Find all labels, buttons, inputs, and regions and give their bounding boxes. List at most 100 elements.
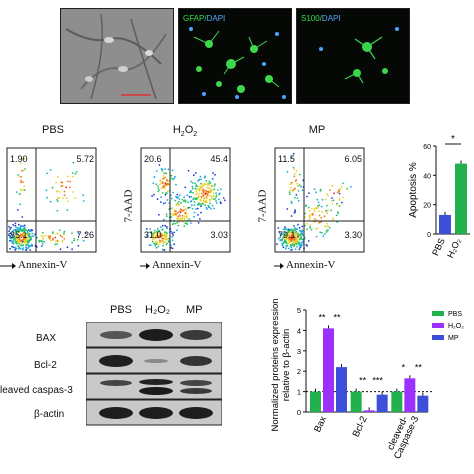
flow-event-dot — [54, 236, 57, 239]
flow-event-dot — [20, 247, 22, 250]
flow-event-dot — [58, 196, 61, 199]
flow-event-dot — [164, 183, 167, 186]
flow-event-dot — [63, 238, 66, 240]
flow-event-dot — [56, 190, 59, 192]
protein-bar — [376, 394, 388, 412]
flow-event-dot — [59, 234, 62, 237]
flow-event-dot — [25, 239, 28, 242]
flow-event-dot — [163, 185, 166, 188]
flow-event-dot — [12, 230, 14, 233]
flow-event-dot — [20, 189, 23, 191]
flow-event-dot — [350, 185, 352, 188]
flow-event-dot — [306, 223, 309, 225]
flow-event-dot — [71, 232, 73, 235]
flow-event-dot — [193, 215, 195, 218]
flow-event-dot — [63, 190, 66, 193]
flow-event-dot — [15, 226, 18, 229]
flow-event-dot — [158, 164, 161, 166]
flow-event-dot — [71, 175, 74, 178]
quad-lr: 3.03 — [210, 230, 228, 240]
flow-event-dot — [156, 198, 159, 201]
flow-event-dot — [317, 201, 320, 204]
flow-event-dot — [145, 228, 148, 230]
flow-event-dot — [160, 241, 162, 243]
flow-event-dot — [55, 240, 57, 243]
flow-event-dot — [152, 182, 155, 185]
flow-event-dot — [65, 186, 68, 189]
flow-event-dot — [329, 189, 331, 192]
flow-event-dot — [175, 204, 178, 206]
flow-event-dot — [157, 245, 160, 248]
flow-event-dot — [22, 169, 25, 172]
flow-event-dot — [192, 197, 195, 199]
flow-event-dot — [9, 235, 11, 238]
flow-event-dot — [342, 182, 344, 185]
flow-event-dot — [176, 193, 179, 196]
flow-event-dot — [289, 229, 292, 232]
flow-event-dot — [297, 233, 300, 236]
flow-event-dot — [333, 192, 335, 195]
flow-event-dot — [293, 225, 295, 227]
flow-event-dot — [203, 197, 206, 200]
flow-event-dot — [151, 234, 153, 237]
flow-event-dot — [23, 157, 25, 160]
flow-event-dot — [312, 212, 314, 215]
flow-event-dot — [300, 232, 302, 235]
flow-event-dot — [318, 204, 321, 207]
flow-event-dot — [71, 172, 74, 174]
flow-event-dot — [65, 197, 68, 200]
flow-event-dot — [194, 193, 197, 196]
flow-event-dot — [296, 197, 299, 199]
flow-event-dot — [148, 244, 151, 246]
protein-bar — [310, 391, 321, 412]
flow-event-dot — [156, 185, 159, 187]
flow-event-dot — [299, 173, 301, 176]
flow-event-dot — [74, 172, 77, 175]
flow-event-dot — [151, 240, 154, 243]
flow-event-dot — [296, 228, 299, 230]
flow-event-dot — [289, 231, 291, 234]
flow-event-dot — [17, 223, 20, 226]
flow-event-dot — [284, 238, 287, 241]
flow-event-dot — [190, 196, 193, 198]
flow-event-dot — [282, 236, 285, 239]
flow-event-dot — [331, 203, 334, 205]
flow-event-dot — [280, 234, 283, 236]
flow-event-dot — [173, 177, 176, 180]
flow-event-dot — [27, 235, 30, 237]
flow-event-dot — [210, 198, 213, 200]
flow-event-dot — [171, 239, 174, 242]
flow-event-dot — [190, 204, 193, 207]
wb-row-caspase3: leaved caspas-3 — [0, 385, 73, 396]
flow-event-dot — [325, 198, 327, 201]
flow-event-dot — [69, 186, 71, 189]
flow-event-dot — [27, 229, 30, 231]
band-casp-mp-upper — [180, 380, 212, 386]
flow-event-dot — [318, 221, 320, 224]
flow-event-dot — [205, 190, 208, 193]
flow-event-dot — [321, 231, 323, 234]
flow-event-dot — [20, 176, 22, 178]
flow-event-dot — [198, 188, 201, 191]
flow-event-dot — [188, 218, 190, 220]
flow-event-dot — [18, 237, 20, 240]
flow-event-dot — [24, 168, 26, 170]
flow-event-dot — [286, 208, 289, 210]
flow-event-dot — [162, 218, 165, 221]
flow-event-dot — [161, 181, 164, 184]
flow-event-dot — [30, 237, 32, 240]
flow-event-dot — [289, 193, 291, 196]
flow-event-dot — [158, 229, 160, 232]
flow-event-dot — [295, 235, 298, 238]
gfap-dapi-label: GFAP/DAPI — [183, 14, 226, 23]
flow-event-dot — [43, 241, 46, 243]
flow-event-dot — [315, 191, 317, 194]
flow-event-dot — [15, 191, 18, 193]
flow-event-dot — [13, 229, 15, 232]
flow-event-dot — [323, 215, 326, 218]
flow-event-dot — [164, 235, 167, 238]
flow-event-dot — [20, 181, 22, 184]
flow-event-dot — [44, 234, 47, 237]
flow-event-dot — [346, 187, 349, 190]
flow-event-dot — [294, 240, 297, 242]
